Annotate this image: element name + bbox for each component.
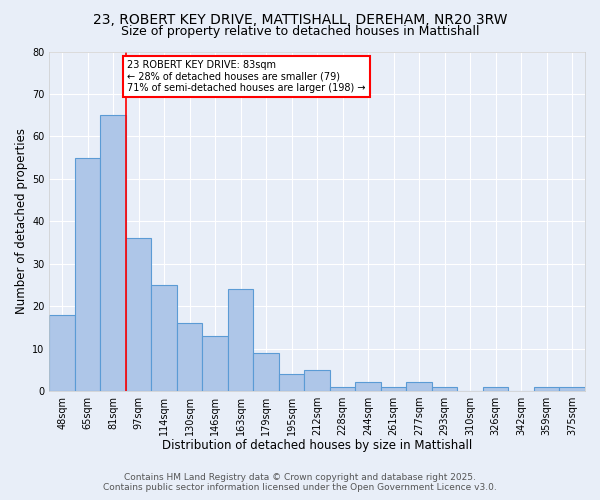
X-axis label: Distribution of detached houses by size in Mattishall: Distribution of detached houses by size … [162, 440, 472, 452]
Bar [355, 382, 381, 391]
Bar [75, 158, 100, 391]
Bar [253, 353, 279, 391]
Bar [177, 323, 202, 391]
Bar [330, 386, 355, 391]
Bar [432, 386, 457, 391]
Text: Size of property relative to detached houses in Mattishall: Size of property relative to detached ho… [121, 25, 479, 38]
Bar [304, 370, 330, 391]
Bar [534, 386, 559, 391]
Bar [202, 336, 228, 391]
Bar [228, 289, 253, 391]
Bar [279, 374, 304, 391]
Bar [100, 115, 126, 391]
Y-axis label: Number of detached properties: Number of detached properties [15, 128, 28, 314]
Text: 23 ROBERT KEY DRIVE: 83sqm
← 28% of detached houses are smaller (79)
71% of semi: 23 ROBERT KEY DRIVE: 83sqm ← 28% of deta… [127, 60, 365, 93]
Bar [49, 314, 75, 391]
Bar [151, 285, 177, 391]
Text: 23, ROBERT KEY DRIVE, MATTISHALL, DEREHAM, NR20 3RW: 23, ROBERT KEY DRIVE, MATTISHALL, DEREHA… [93, 12, 507, 26]
Bar [559, 386, 585, 391]
Bar [406, 382, 432, 391]
Bar [126, 238, 151, 391]
Bar [483, 386, 508, 391]
Text: Contains HM Land Registry data © Crown copyright and database right 2025.
Contai: Contains HM Land Registry data © Crown c… [103, 473, 497, 492]
Bar [381, 386, 406, 391]
